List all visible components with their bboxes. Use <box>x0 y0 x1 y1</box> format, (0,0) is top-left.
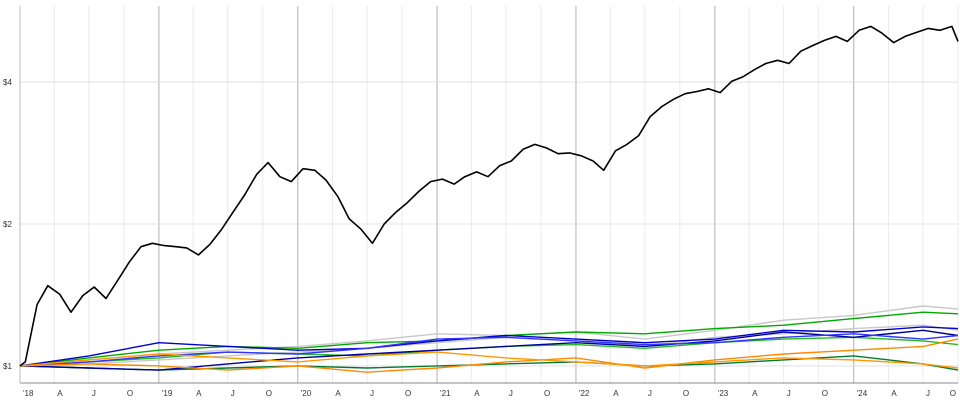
x-tick-label: O <box>950 389 956 398</box>
x-tick-label: J <box>231 389 235 398</box>
x-tick-label: J <box>370 389 374 398</box>
x-tick-label: '24 <box>857 389 868 398</box>
x-tick-label: O <box>127 389 133 398</box>
x-tick-label: J <box>648 389 652 398</box>
x-tick-label: O <box>266 389 272 398</box>
axes <box>19 6 958 384</box>
series-line-9 <box>19 338 959 373</box>
x-tick-label: '23 <box>718 389 729 398</box>
x-tick-label: A <box>474 389 480 398</box>
x-tick-label: J <box>787 389 791 398</box>
x-tick-label: A <box>335 389 341 398</box>
x-tick-label: '22 <box>579 389 590 398</box>
x-tick-label: '21 <box>440 389 451 398</box>
x-tick-label: O <box>822 389 828 398</box>
series-line-6 <box>19 326 959 367</box>
x-tick-label: A <box>613 389 619 398</box>
y-tick-label: $1 <box>3 362 12 371</box>
x-tick-label: J <box>926 389 930 398</box>
y-tick-label: $4 <box>3 78 12 87</box>
x-tick-label: J <box>92 389 96 398</box>
y-tick-label: $2 <box>3 220 12 229</box>
x-tick-label: '19 <box>162 389 173 398</box>
series-group <box>19 25 959 373</box>
x-tick-label: '18 <box>23 389 34 398</box>
x-tick-label: '20 <box>301 389 312 398</box>
tick-labels: $1 $2 $4 '18 A J O '19 A J O '20 A J O '21 A J O '22 A J O '23 A… <box>3 78 956 398</box>
x-tick-label: O <box>405 389 411 398</box>
series-line-5 <box>19 355 959 371</box>
x-tick-label: A <box>752 389 758 398</box>
series-line-10 <box>19 351 959 369</box>
x-tick-label: A <box>57 389 63 398</box>
x-tick-label: O <box>544 389 550 398</box>
x-tick-label: O <box>683 389 689 398</box>
x-tick-label: J <box>509 389 513 398</box>
x-tick-label: A <box>891 389 897 398</box>
grid-lines <box>19 6 959 383</box>
x-tick-label: A <box>196 389 202 398</box>
series-line-0 <box>19 25 959 367</box>
